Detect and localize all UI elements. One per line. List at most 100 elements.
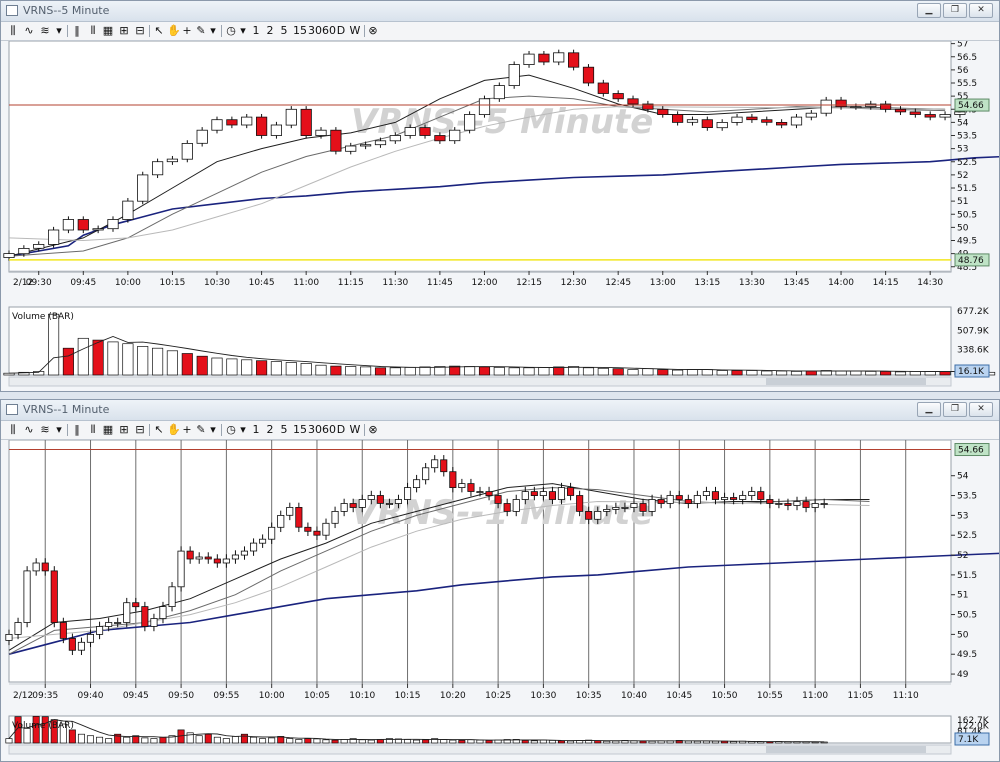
line-style-icon[interactable]: ∿ <box>24 423 34 436</box>
interval-daily[interactable]: D <box>336 24 346 37</box>
candle-up <box>32 562 40 572</box>
close-button[interactable]: ✕ <box>969 3 993 18</box>
moving-average-line <box>8 483 870 651</box>
column-icon[interactable]: ⫴ <box>90 423 96 436</box>
close-button[interactable]: ✕ <box>969 402 993 417</box>
interval-1[interactable]: 1 <box>252 423 260 436</box>
area-style-icon[interactable]: ≋ <box>40 423 50 436</box>
crosshair-icon[interactable]: + <box>182 24 192 37</box>
candle-down <box>349 503 357 508</box>
interval-dropdown-icon[interactable]: ▾ <box>240 423 246 436</box>
toolbar-divider <box>221 424 222 436</box>
pause-icon[interactable]: ‖ <box>74 24 80 37</box>
candle-up <box>422 467 430 481</box>
hand-icon[interactable]: ✋ <box>167 423 181 436</box>
volume-bar-down <box>330 365 342 376</box>
interval-1[interactable]: 1 <box>252 24 260 37</box>
y-tick-label: 50 <box>957 223 969 233</box>
candle-up <box>48 229 60 245</box>
interval-2[interactable]: 2 <box>266 24 274 37</box>
x-tick-label: 11:00 <box>802 691 828 701</box>
candle-up <box>177 550 185 588</box>
draw-dropdown-icon[interactable]: ▾ <box>210 423 216 436</box>
bar-style-icon[interactable]: ⫼ <box>10 423 16 436</box>
interval-5[interactable]: 5 <box>280 24 288 37</box>
grid-icon[interactable]: ▦ <box>102 423 114 436</box>
interval-dropdown-icon[interactable]: ▾ <box>240 24 246 37</box>
interval-60[interactable]: 60 <box>322 24 336 37</box>
chart-type-dropdown-icon[interactable]: ▾ <box>56 423 62 436</box>
cancel-icon[interactable]: ⊗ <box>368 24 378 37</box>
chart-toolbar: ⫼ ∿ ≋ ▾ ‖ ⫴ ▦ ⊞ ⊟ ↖ ✋ + ✎ ▾ ◷ ▾ 1 2 5 15… <box>1 22 999 41</box>
y-tick-label: 51 <box>957 197 968 207</box>
window-titlebar[interactable]: VRNS--5 Minute ▁ ❐ ✕ <box>1 1 999 22</box>
interval-60[interactable]: 60 <box>322 423 336 436</box>
interval-weekly[interactable]: W <box>349 423 361 436</box>
bar-style-icon[interactable]: ⫼ <box>10 24 16 37</box>
interval-2[interactable]: 2 <box>266 423 274 436</box>
minimize-button[interactable]: ▁ <box>917 402 941 417</box>
line-style-icon[interactable]: ∿ <box>24 24 34 37</box>
volume-tick-label: 81.4K <box>957 727 984 737</box>
pencil-icon[interactable]: ✎ <box>196 24 206 37</box>
interval-daily[interactable]: D <box>336 423 346 436</box>
clock-icon[interactable]: ◷ <box>226 423 236 436</box>
zoom-out-icon[interactable]: ⊟ <box>135 24 145 37</box>
chart-5min[interactable]: VRNS--5 Minute 5756.55655.55554.55453.55… <box>1 41 999 391</box>
column-icon[interactable]: ⫴ <box>90 24 96 37</box>
y-tick-label: 49.5 <box>957 237 977 247</box>
price-pane <box>8 41 952 273</box>
restore-button[interactable]: ❐ <box>943 3 967 18</box>
crosshair-icon[interactable]: + <box>182 423 192 436</box>
pause-icon[interactable]: ‖ <box>74 423 80 436</box>
chart-type-dropdown-icon[interactable]: ▾ <box>56 24 62 37</box>
candle-down <box>255 116 268 136</box>
volume-bar-up <box>603 740 611 744</box>
candle-up <box>231 554 240 560</box>
cancel-icon[interactable]: ⊗ <box>368 423 378 436</box>
volume-bar-up <box>152 347 164 376</box>
candle-down <box>59 622 67 639</box>
zoom-out-icon[interactable]: ⊟ <box>135 423 145 436</box>
area-style-icon[interactable]: ≋ <box>40 24 50 37</box>
pointer-icon[interactable]: ↖ <box>154 423 164 436</box>
interval-15[interactable]: 15 <box>293 24 307 37</box>
interval-30[interactable]: 30 <box>308 24 322 37</box>
candle-up <box>33 243 45 249</box>
grid-icon[interactable]: ▦ <box>102 24 114 37</box>
interval-5[interactable]: 5 <box>280 423 288 436</box>
volume-bar-down <box>422 739 430 744</box>
y-tick-label: 52 <box>957 551 968 561</box>
chart-1min[interactable]: VRNS--1 Minute 54 53.5 53 52.5 52 51.5 51 50.5 5… <box>1 440 999 762</box>
y-tick-label: 54 <box>957 472 969 482</box>
last-price-badge <box>954 253 990 267</box>
toolbar-divider <box>221 25 222 37</box>
y-tick-label: 52 <box>957 171 968 181</box>
draw-dropdown-icon[interactable]: ▾ <box>210 24 216 37</box>
interval-15[interactable]: 15 <box>293 423 307 436</box>
zoom-in-icon[interactable]: ⊞ <box>119 24 129 37</box>
candle-down <box>204 556 212 560</box>
candle-up <box>222 558 230 564</box>
window-titlebar[interactable]: VRNS--1 Minute ▁ ❐ ✕ <box>1 400 999 421</box>
x-tick-label: 11:05 <box>847 691 873 701</box>
zoom-in-icon[interactable]: ⊞ <box>119 423 129 436</box>
candle-down <box>627 98 639 105</box>
volume-pane-label: Volume (BAR) <box>12 721 74 731</box>
candle-up <box>557 487 565 500</box>
pencil-icon[interactable]: ✎ <box>196 423 206 436</box>
candle-up <box>137 174 149 202</box>
volume-bar-up <box>865 371 877 376</box>
minimize-button[interactable]: ▁ <box>917 3 941 18</box>
interval-30[interactable]: 30 <box>308 423 322 436</box>
interval-weekly[interactable]: W <box>349 24 361 37</box>
hand-icon[interactable]: ✋ <box>167 24 181 37</box>
clock-icon[interactable]: ◷ <box>226 24 236 37</box>
volume-bar-up <box>627 369 639 376</box>
volume-bar-up <box>476 739 484 744</box>
restore-button[interactable]: ❐ <box>943 402 967 417</box>
pointer-icon[interactable]: ↖ <box>154 24 164 37</box>
x-tick-label: 13:00 <box>650 278 676 288</box>
candle-up <box>151 161 164 176</box>
volume-bar-up <box>835 370 847 376</box>
